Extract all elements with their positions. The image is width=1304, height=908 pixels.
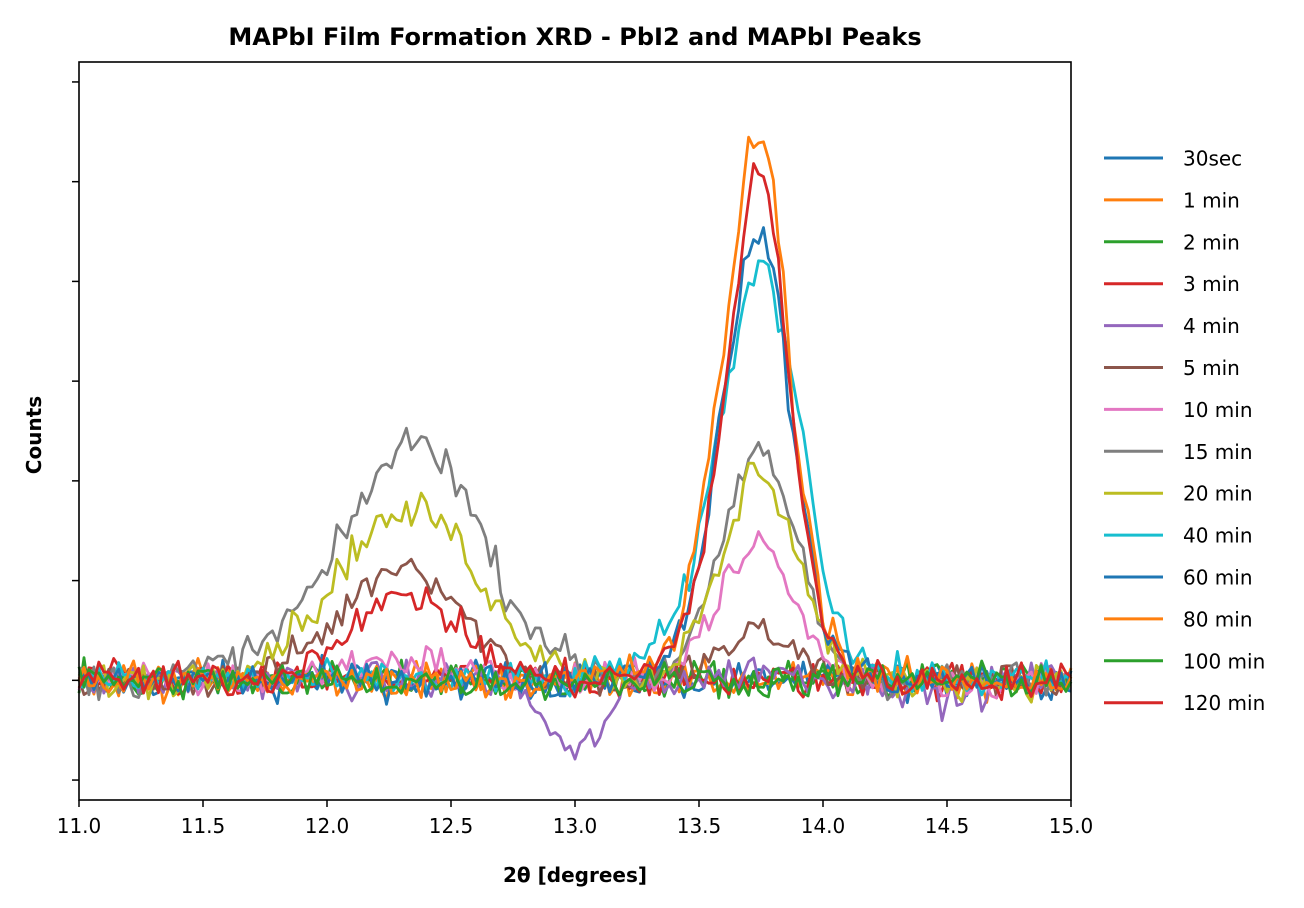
legend-label: 80 min — [1183, 607, 1253, 631]
x-tick-label: 14.5 — [925, 814, 970, 838]
x-tick-label: 13.0 — [553, 814, 598, 838]
legend-label: 5 min — [1183, 356, 1240, 380]
legend-label: 10 min — [1183, 398, 1253, 422]
legend-label: 120 min — [1183, 691, 1265, 715]
legend-label: 2 min — [1183, 230, 1240, 254]
legend-label: 20 min — [1183, 482, 1253, 506]
y-axis — [72, 81, 79, 781]
x-tick-label: 11.0 — [57, 814, 102, 838]
x-axis-label: 2θ [degrees] — [503, 863, 647, 887]
series-line-80-min — [77, 135, 1073, 699]
plot-area — [77, 135, 1073, 761]
x-tick-label: 11.5 — [181, 814, 226, 838]
x-tick-label: 15.0 — [1049, 814, 1094, 838]
x-tick-label: 12.5 — [429, 814, 474, 838]
legend-label: 4 min — [1183, 314, 1240, 338]
series-line-40-min — [78, 259, 1073, 698]
y-axis-label: Counts — [22, 396, 46, 474]
legend: 30sec 1 min 2 min 3 min 4 min 5 min 10 min 15 m… — [1104, 147, 1265, 715]
series-line-120-min — [77, 162, 1072, 702]
legend-label: 30sec — [1183, 147, 1242, 171]
x-tick-label: 13.5 — [677, 814, 722, 838]
legend-label: 3 min — [1183, 272, 1240, 296]
series-line-15-min — [77, 426, 1072, 702]
x-tick-label: 14.0 — [801, 814, 846, 838]
x-axis: 11.0 11.5 12.0 12.5 13.0 13.5 14.0 14.5 15.0 — [57, 800, 1094, 838]
legend-label: 60 min — [1183, 566, 1253, 590]
chart-title: MAPbI Film Formation XRD - PbI2 and MAPb… — [228, 23, 921, 51]
series-line-100-min — [77, 659, 1073, 701]
x-tick-label: 12.0 — [305, 814, 350, 838]
legend-label: 15 min — [1183, 440, 1253, 464]
legend-label: 40 min — [1183, 524, 1253, 548]
legend-label: 100 min — [1183, 649, 1265, 673]
series-line-60-min — [78, 226, 1073, 706]
legend-label: 1 min — [1183, 188, 1240, 212]
